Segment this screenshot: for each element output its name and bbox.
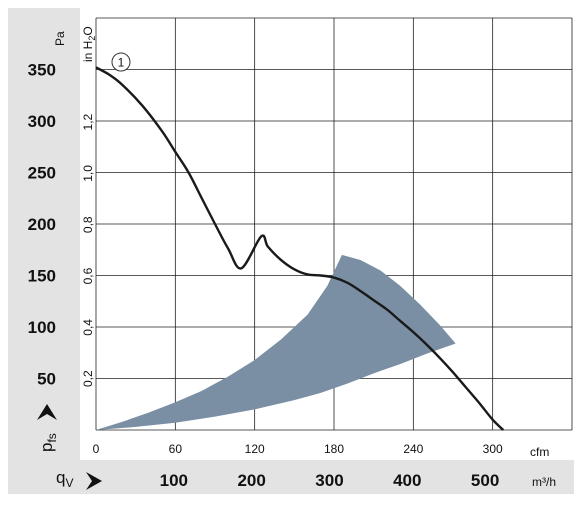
inh2o-tick-label: 0,2 bbox=[81, 370, 95, 387]
pressure-axis-arrow-icon bbox=[37, 404, 57, 420]
cfm-tick-label: 300 bbox=[483, 442, 503, 456]
inh2o-tick-label: 0,4 bbox=[81, 319, 95, 336]
curve-marker: 1 bbox=[111, 52, 131, 72]
cfm-unit-label: cfm bbox=[530, 445, 549, 459]
cfm-tick-label: 180 bbox=[324, 442, 344, 456]
cfm-tick-label: 240 bbox=[403, 442, 423, 456]
inh2o-tick-label: 0,8 bbox=[81, 216, 95, 233]
pa-tick-label: 100 bbox=[28, 318, 56, 337]
pa-tick-label: 200 bbox=[28, 215, 56, 234]
pa-tick-label: 50 bbox=[37, 370, 56, 389]
m3h-tick-label: 500 bbox=[471, 471, 499, 490]
cfm-tick-label: 120 bbox=[245, 442, 265, 456]
curve-marker-label: 1 bbox=[118, 56, 125, 70]
m3h-tick-label: 100 bbox=[160, 471, 188, 490]
pa-tick-label: 250 bbox=[28, 164, 56, 183]
left-axis-band bbox=[8, 8, 80, 494]
m3h-tick-label: 400 bbox=[393, 471, 421, 490]
inh2o-unit-label: in H2O bbox=[81, 26, 97, 62]
m3h-unit-label: m³/h bbox=[532, 475, 556, 489]
m3h-tick-label: 300 bbox=[315, 471, 343, 490]
inh2o-tick-label: 0,6 bbox=[81, 267, 95, 284]
cfm-tick-label: 60 bbox=[169, 442, 183, 456]
characteristic-curve bbox=[95, 66, 505, 431]
pa-tick-label: 350 bbox=[28, 61, 56, 80]
inh2o-tick-label: 1,0 bbox=[81, 165, 95, 182]
pressure-axis-name: pfs bbox=[37, 433, 59, 452]
axis-labels: 50 100 150 200 250 300 350 0,2 0,4 0,6 0,8 1,0 1,2 0 6… bbox=[28, 61, 503, 491]
pa-tick-label: 150 bbox=[28, 267, 56, 286]
curve-layer bbox=[95, 66, 505, 431]
flow-axis-arrow-icon bbox=[86, 472, 102, 490]
flow-axis-name: qV bbox=[56, 468, 73, 490]
operating-range-area bbox=[96, 254, 456, 430]
m3h-tick-label: 200 bbox=[237, 471, 265, 490]
cfm-tick-label: 0 bbox=[93, 442, 100, 456]
operating-range bbox=[96, 254, 456, 430]
pa-tick-label: 300 bbox=[28, 112, 56, 131]
inh2o-tick-label: 1,2 bbox=[81, 113, 95, 130]
bottom-axis-band bbox=[8, 460, 574, 494]
pa-unit-label: Pa bbox=[53, 31, 67, 46]
